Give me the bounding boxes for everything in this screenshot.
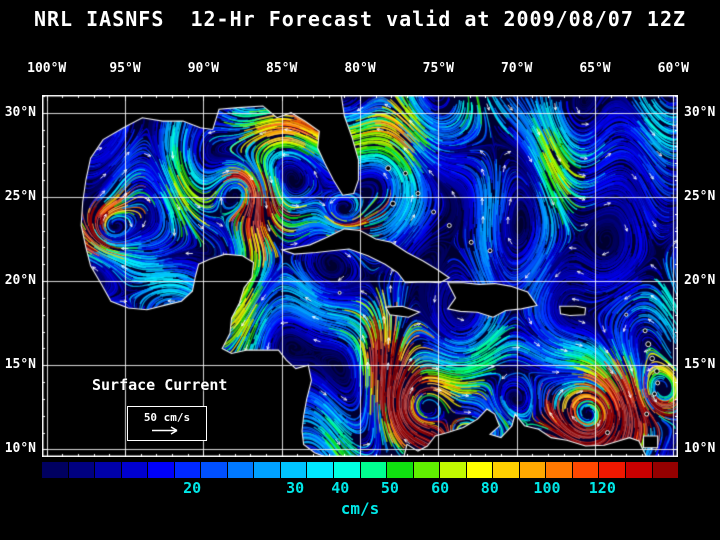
lon-tick-label: 95°W xyxy=(109,61,141,76)
colorbar-segment xyxy=(546,462,572,478)
lat-tick-label: 25°N xyxy=(684,188,716,204)
lat-tick-label: 25°N xyxy=(4,188,36,204)
lon-tick-label: 75°W xyxy=(422,61,454,76)
colorbar xyxy=(42,462,679,478)
colorbar-segment xyxy=(201,462,227,478)
map-frame: Surface Current 50 cm/s xyxy=(42,95,678,457)
colorbar-segment xyxy=(95,462,121,478)
colorbar-segment xyxy=(148,462,174,478)
latitude-axis-left: 30°N 25°N 20°N 15°N 10°N xyxy=(0,0,39,540)
latitude-axis-right: 30°N 25°N 20°N 15°N 10°N xyxy=(681,0,720,540)
colorbar-unit: cm/s xyxy=(340,499,380,518)
legend-title: Surface Current xyxy=(92,376,228,394)
colorbar-segment xyxy=(280,462,307,478)
page-title: NRL IASNFS 12-Hr Forecast valid at 2009/… xyxy=(33,7,687,31)
colorbar-segment xyxy=(227,462,254,478)
surface-current-map xyxy=(42,95,678,457)
colorbar-tick-labels: 20 30 40 50 60 80 100 120 xyxy=(42,479,678,498)
colorbar-segment xyxy=(599,462,626,478)
colorbar-segment xyxy=(68,462,95,478)
lon-tick-label: 60°W xyxy=(657,61,689,76)
colorbar-segment xyxy=(493,462,519,478)
colorbar-segment xyxy=(360,462,387,478)
scale-box: 50 cm/s xyxy=(127,406,207,441)
colorbar-tick-label: 120 xyxy=(588,479,616,497)
colorbar-segment xyxy=(254,462,280,478)
colorbar-tick-label: 100 xyxy=(533,479,561,497)
colorbar-tick-label: 50 xyxy=(380,479,399,497)
scale-label: 50 cm/s xyxy=(143,411,191,424)
colorbar-segment xyxy=(652,462,679,478)
colorbar-segment xyxy=(519,462,546,478)
lat-tick-label: 10°N xyxy=(684,441,716,457)
colorbar-segment xyxy=(121,462,148,478)
colorbar-segment xyxy=(387,462,413,478)
colorbar-segment xyxy=(572,462,599,478)
longitude-axis-top: 100°W 95°W 90°W 85°W 80°W 75°W 70°W 65°W 60°W xyxy=(0,61,720,77)
colorbar-tick-label: 20 xyxy=(183,479,202,497)
colorbar-segment xyxy=(307,462,334,478)
lon-tick-label: 85°W xyxy=(266,61,298,76)
colorbar-tick-label: 40 xyxy=(331,479,350,497)
lat-tick-label: 30°N xyxy=(4,104,36,120)
colorbar-segment xyxy=(413,462,440,478)
colorbar-segment xyxy=(440,462,466,478)
scale-arrow-icon xyxy=(152,426,178,435)
lon-tick-label: 65°W xyxy=(579,61,611,76)
lat-tick-label: 10°N xyxy=(4,441,36,457)
lat-tick-label: 15°N xyxy=(4,357,36,373)
lon-tick-label: 100°W xyxy=(27,61,67,76)
colorbar-segment xyxy=(42,462,68,478)
lat-tick-label: 15°N xyxy=(684,357,716,373)
colorbar-tick-label: 30 xyxy=(286,479,305,497)
lon-tick-label: 80°W xyxy=(344,61,376,76)
lon-tick-label: 90°W xyxy=(187,61,219,76)
colorbar-tick-label: 60 xyxy=(431,479,450,497)
lon-tick-label: 70°W xyxy=(500,61,533,76)
colorbar-segment xyxy=(466,462,493,478)
colorbar-segment xyxy=(626,462,652,478)
colorbar-segment xyxy=(334,462,360,478)
colorbar-segment xyxy=(174,462,201,478)
lat-tick-label: 20°N xyxy=(684,273,716,289)
lat-tick-label: 20°N xyxy=(4,273,36,289)
colorbar-tick-label: 80 xyxy=(480,479,499,497)
lat-tick-label: 30°N xyxy=(684,104,716,120)
